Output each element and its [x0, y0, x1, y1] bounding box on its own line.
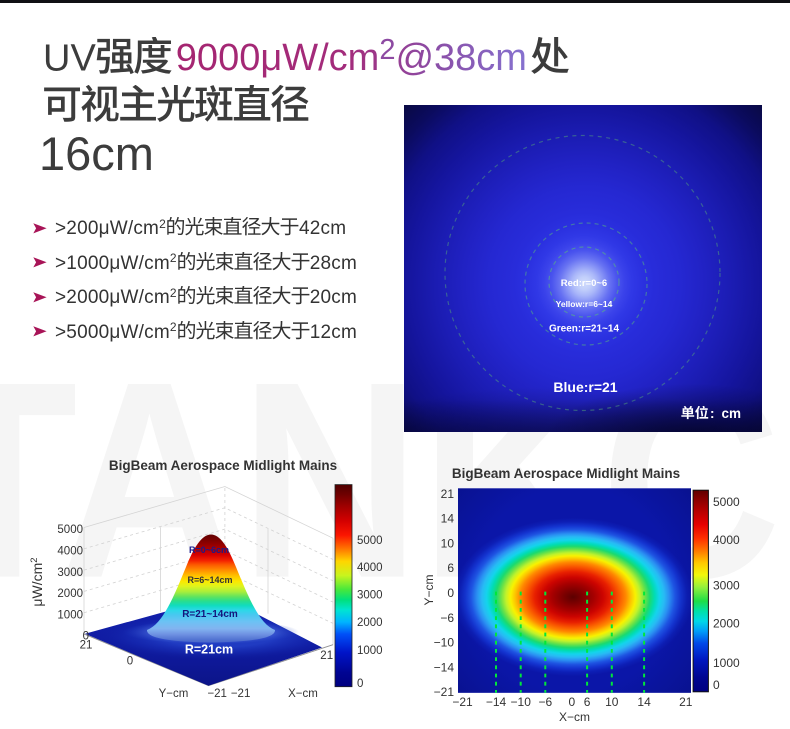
svg-text:Blue:r=21: Blue:r=21 [553, 379, 617, 395]
svg-text:1000: 1000 [713, 656, 740, 670]
svg-text:−14: −14 [486, 695, 507, 709]
svg-text:10: 10 [441, 536, 455, 550]
svg-text:−21: −21 [207, 688, 227, 700]
svg-text:2000: 2000 [57, 588, 83, 600]
svg-text:Red:r=0~6: Red:r=0~6 [561, 278, 607, 289]
svg-text:21: 21 [320, 650, 333, 662]
svg-text:0: 0 [83, 631, 89, 643]
svg-text:0: 0 [127, 656, 133, 668]
svg-text:3000: 3000 [57, 567, 83, 579]
svg-text:3000: 3000 [713, 579, 740, 593]
svg-text:−21: −21 [434, 685, 455, 699]
svg-text:BigBeam Aerospace Midlight Mai: BigBeam Aerospace Midlight Mains [452, 466, 680, 481]
svg-text:5000: 5000 [357, 535, 383, 547]
svg-text:1000: 1000 [57, 609, 83, 621]
svg-text:R=6~14cm: R=6~14cm [187, 575, 232, 585]
svg-text:BigBeam Aerospace Midlight Mai: BigBeam Aerospace Midlight Mains [109, 458, 337, 473]
svg-text:4000: 4000 [57, 546, 83, 558]
svg-text:Yellow:r=6~14: Yellow:r=6~14 [556, 299, 613, 309]
svg-text:R=21cm: R=21cm [185, 643, 233, 657]
svg-text:4000: 4000 [713, 533, 740, 547]
svg-text:−21: −21 [231, 688, 251, 700]
svg-text:−21: −21 [452, 695, 473, 709]
svg-text:0: 0 [713, 678, 720, 692]
svg-text:X−cm: X−cm [288, 688, 318, 700]
svg-text:5000: 5000 [713, 495, 740, 509]
svg-text:R=21~14cm: R=21~14cm [182, 609, 238, 620]
svg-text:0: 0 [447, 586, 454, 600]
svg-text:21: 21 [441, 487, 455, 501]
svg-text:4000: 4000 [357, 562, 383, 574]
svg-text:2000: 2000 [713, 617, 740, 631]
svg-text:Y−cm: Y−cm [159, 688, 189, 700]
svg-text:X−cm: X−cm [559, 710, 590, 724]
svg-text:−6: −6 [538, 695, 552, 709]
svg-text:2000: 2000 [357, 617, 383, 629]
svg-text:10: 10 [605, 695, 619, 709]
svg-text:5000: 5000 [57, 524, 83, 536]
svg-text:−14: −14 [434, 660, 455, 674]
svg-text:−10: −10 [511, 695, 532, 709]
svg-text:−10: −10 [434, 636, 455, 650]
svg-text:21: 21 [80, 640, 93, 652]
svg-text:14: 14 [441, 512, 455, 526]
svg-text:21: 21 [679, 695, 693, 709]
svg-text:R=0~6cm: R=0~6cm [189, 545, 229, 555]
svg-text:Green:r=21~14: Green:r=21~14 [549, 324, 619, 335]
svg-text:6: 6 [584, 695, 591, 709]
svg-text:μW/cm2: μW/cm2 [29, 557, 45, 606]
svg-text:0: 0 [569, 695, 576, 709]
svg-text:1000: 1000 [357, 645, 383, 657]
svg-text:6: 6 [447, 561, 454, 575]
svg-text:0: 0 [357, 678, 363, 690]
svg-text:−6: −6 [440, 611, 454, 625]
svg-text:14: 14 [637, 695, 651, 709]
svg-text:3000: 3000 [357, 590, 383, 602]
svg-text:Y−cm: Y−cm [422, 574, 436, 605]
